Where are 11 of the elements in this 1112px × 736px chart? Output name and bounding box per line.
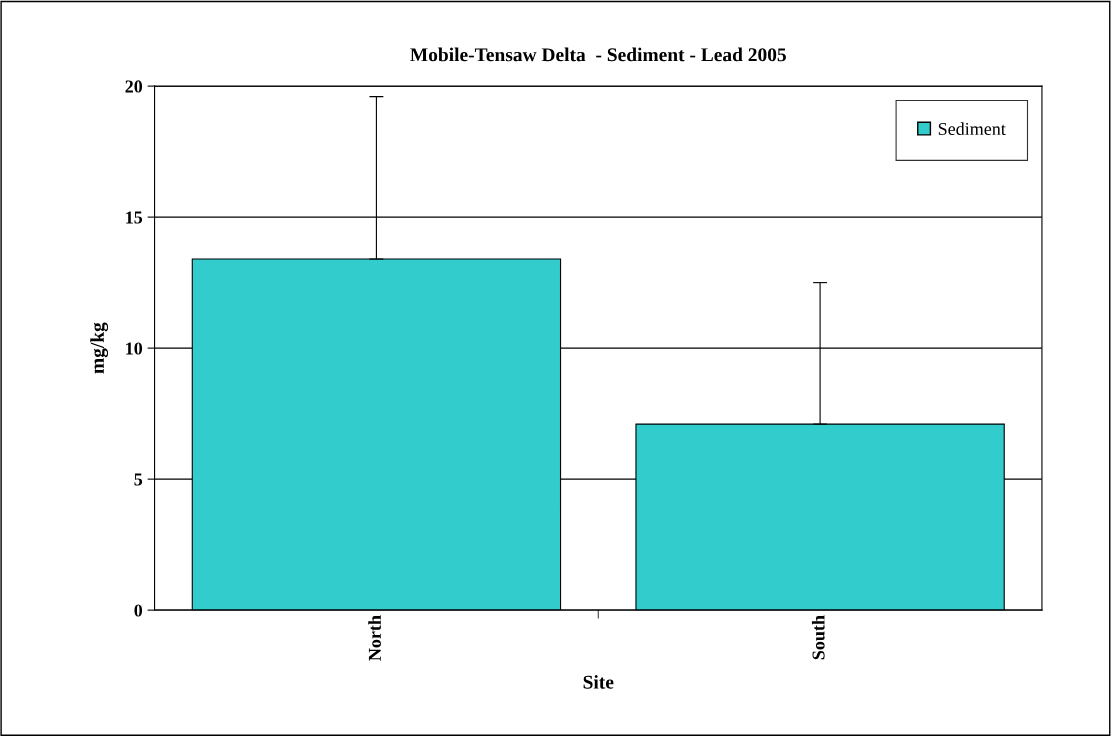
y-tick-label: 0: [134, 604, 143, 617]
x-tick-label: South: [811, 615, 825, 660]
x-axis-title: Site: [583, 675, 614, 689]
y-tick-label: 15: [126, 211, 143, 224]
y-tick-label: 5: [134, 473, 143, 486]
y-tick-label: 20: [125, 80, 143, 93]
x-tick-label: North: [368, 615, 381, 661]
legend-label: Sediment: [938, 122, 1006, 136]
chart-title: Mobile-Tensaw Delta - Sediment - Lead 2005: [410, 47, 786, 62]
y-tick-label: 10: [126, 342, 143, 355]
y-axis-title: mg/kg: [90, 322, 109, 374]
